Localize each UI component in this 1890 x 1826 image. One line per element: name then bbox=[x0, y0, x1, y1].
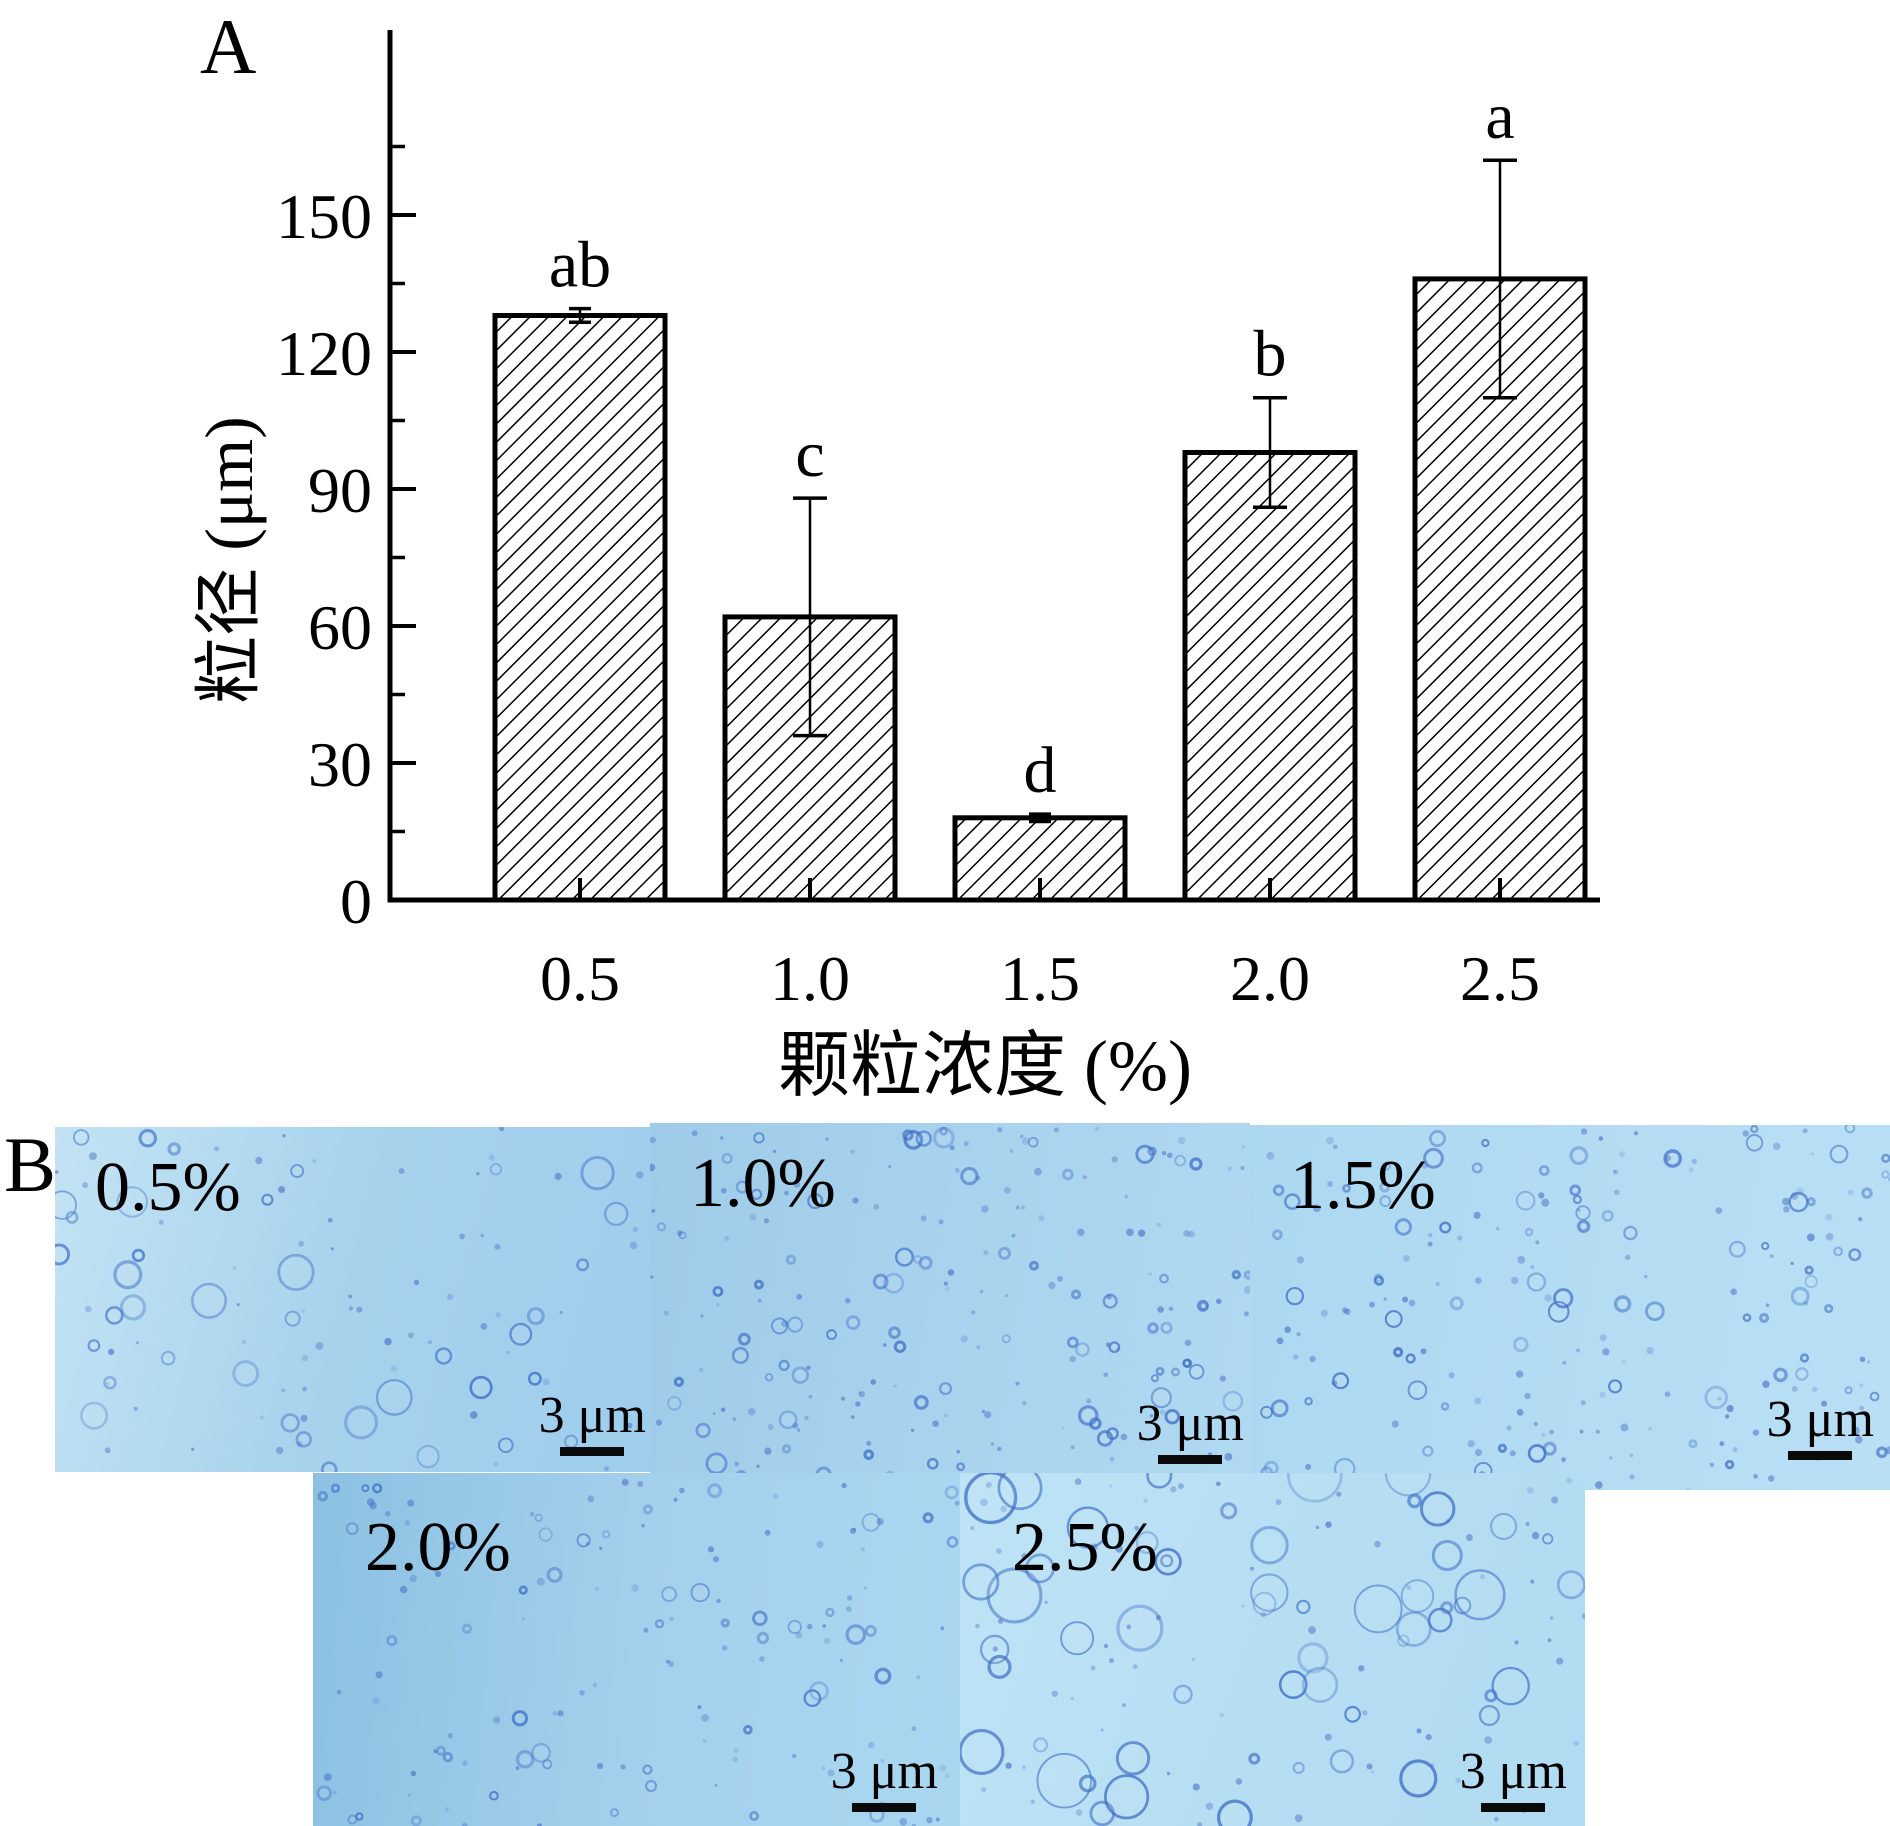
scale-bar-text: 3 μm bbox=[830, 1743, 938, 1800]
micrograph-droplets bbox=[55, 1127, 644, 1472]
scale-bar-text: 3 μm bbox=[1136, 1395, 1244, 1452]
x-tick-label: 2.0 bbox=[1230, 943, 1310, 1014]
scale-bar-group: 3 μm bbox=[1137, 1398, 1244, 1464]
scale-bar-text: 3 μm bbox=[1459, 1743, 1567, 1800]
scale-bar bbox=[1158, 1455, 1223, 1464]
error-bar bbox=[1029, 812, 1051, 824]
error-bar bbox=[793, 496, 827, 738]
panel-b-label: B bbox=[4, 1121, 57, 1208]
micrograph-label: 2.5% bbox=[1012, 1509, 1158, 1586]
y-tick-label: 90 bbox=[308, 455, 372, 526]
y-tick-label: 150 bbox=[276, 181, 372, 252]
micrograph-tile-2-0pct: 2.0% 3 μm bbox=[313, 1473, 960, 1826]
micrograph-label: 1.0% bbox=[690, 1145, 836, 1222]
scale-bar-group: 3 μm bbox=[1767, 1394, 1874, 1460]
micrograph-tile-1-5pct: 1.5% 3 μm bbox=[1250, 1125, 1890, 1490]
scale-bar-group: 3 μm bbox=[831, 1746, 938, 1812]
scale-bar-group: 3 μm bbox=[539, 1390, 646, 1456]
sig-letter: d bbox=[1024, 734, 1057, 807]
bar-chart: ab c d b a 0 30 60 90 120 150 0.5 1.0 1.5 2.0 2.5 粒径 (μm… bbox=[191, 30, 1600, 1106]
micrograph-droplets bbox=[316, 1478, 960, 1826]
panel-a-label: A bbox=[200, 3, 257, 90]
bar bbox=[492, 313, 668, 903]
sig-letter: a bbox=[1485, 80, 1514, 153]
error-bar bbox=[1483, 158, 1517, 400]
x-tick-label: 1.0 bbox=[770, 943, 850, 1014]
y-axis-title: 粒径 (μm) bbox=[191, 416, 267, 704]
x-tick-label: 0.5 bbox=[540, 943, 620, 1014]
scale-bar bbox=[1788, 1451, 1853, 1460]
micrograph-label: 0.5% bbox=[95, 1149, 241, 1226]
scale-bar-text: 3 μm bbox=[538, 1387, 646, 1444]
y-tick-label: 120 bbox=[276, 318, 372, 389]
y-tick-label: 30 bbox=[308, 729, 372, 800]
scale-bar-text: 3 μm bbox=[1766, 1391, 1874, 1448]
scale-bar bbox=[560, 1447, 625, 1456]
scale-bar bbox=[852, 1803, 917, 1812]
error-bar bbox=[569, 306, 591, 325]
x-tick-label: 2.5 bbox=[1460, 943, 1540, 1014]
sig-letter: c bbox=[795, 418, 824, 491]
y-tick-label: 60 bbox=[308, 592, 372, 663]
micrograph-droplets bbox=[650, 1126, 1250, 1480]
sig-letter: ab bbox=[549, 229, 611, 302]
micrograph-tile-2-5pct: 2.5% 3 μm bbox=[960, 1473, 1585, 1826]
scale-bar bbox=[1481, 1803, 1546, 1812]
micrograph-tile-1-0pct: 1.0% 3 μm bbox=[650, 1123, 1250, 1480]
sig-letter: b bbox=[1254, 318, 1287, 391]
x-axis-title: 颗粒浓度 (%) bbox=[778, 1026, 1192, 1106]
bar bbox=[1182, 450, 1358, 903]
x-tick-label: 1.5 bbox=[1000, 943, 1080, 1014]
micrograph-label: 2.0% bbox=[365, 1509, 511, 1586]
micrograph-tile-0-5pct: 0.5% 3 μm bbox=[55, 1127, 650, 1472]
scale-bar-group: 3 μm bbox=[1460, 1746, 1567, 1812]
micrograph-droplets bbox=[960, 1473, 1585, 1826]
y-tick-label: 0 bbox=[340, 866, 372, 937]
micrograph-label: 1.5% bbox=[1290, 1147, 1436, 1224]
error-bar bbox=[1253, 395, 1287, 510]
